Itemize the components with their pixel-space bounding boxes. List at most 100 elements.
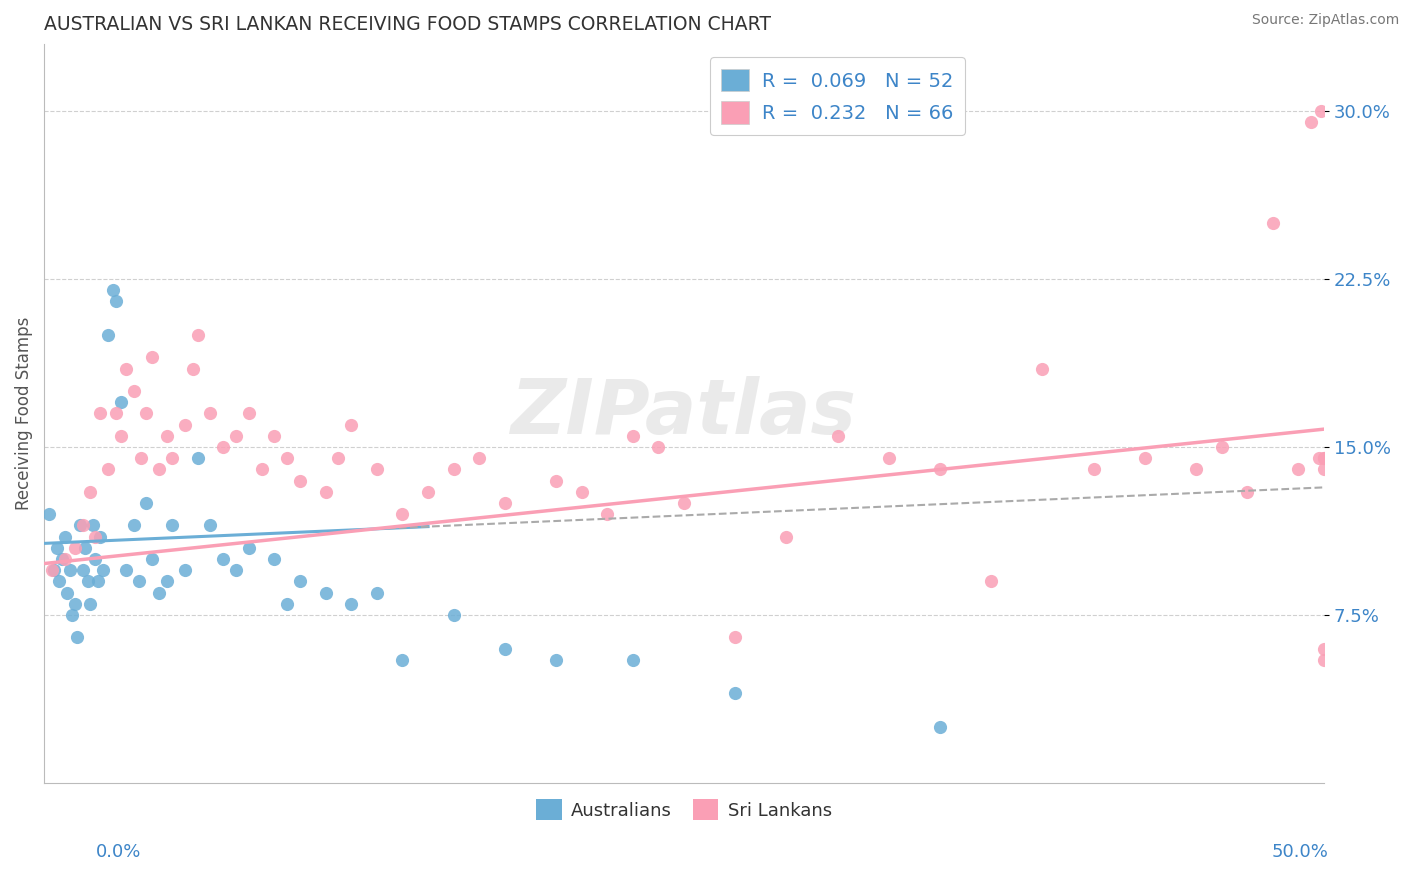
Point	[69, 518, 91, 533]
Point	[48, 574, 70, 589]
Point	[1133, 451, 1156, 466]
Point	[38, 508, 60, 522]
Point	[1313, 641, 1336, 656]
Point	[63, 597, 86, 611]
Point	[122, 518, 145, 533]
Point	[72, 563, 94, 577]
Point	[1313, 653, 1336, 667]
Point	[160, 518, 183, 533]
Point	[82, 518, 104, 533]
Point	[929, 720, 952, 734]
Point	[187, 328, 209, 343]
Point	[263, 552, 285, 566]
Point	[391, 653, 413, 667]
Point	[97, 328, 120, 343]
Point	[200, 518, 222, 533]
Point	[877, 451, 900, 466]
Point	[122, 384, 145, 398]
Point	[1031, 361, 1053, 376]
Text: AUSTRALIAN VS SRI LANKAN RECEIVING FOOD STAMPS CORRELATION CHART: AUSTRALIAN VS SRI LANKAN RECEIVING FOOD …	[44, 15, 770, 34]
Point	[60, 608, 83, 623]
Point	[56, 585, 79, 599]
Point	[97, 462, 120, 476]
Point	[110, 395, 132, 409]
Point	[276, 451, 298, 466]
Point	[115, 563, 138, 577]
Point	[53, 530, 76, 544]
Point	[135, 496, 157, 510]
Point	[141, 351, 163, 365]
Point	[775, 530, 797, 544]
Point	[1286, 462, 1309, 476]
Point	[1211, 440, 1233, 454]
Point	[494, 641, 516, 656]
Point	[1185, 462, 1208, 476]
Point	[200, 407, 222, 421]
Point	[1083, 462, 1105, 476]
Point	[929, 462, 952, 476]
Point	[131, 451, 153, 466]
Point	[110, 429, 132, 443]
Point	[647, 440, 669, 454]
Point	[225, 563, 247, 577]
Point	[91, 563, 114, 577]
Point	[63, 541, 86, 555]
Point	[75, 541, 97, 555]
Point	[1301, 115, 1323, 129]
Point	[148, 585, 170, 599]
Point	[416, 484, 439, 499]
Point	[544, 653, 567, 667]
Point	[1313, 462, 1336, 476]
Point	[59, 563, 82, 577]
Point	[72, 518, 94, 533]
Point	[366, 462, 388, 476]
Point	[128, 574, 150, 589]
Text: ZIPatlas: ZIPatlas	[510, 376, 858, 450]
Point	[87, 574, 110, 589]
Point	[443, 462, 465, 476]
Point	[156, 429, 179, 443]
Point	[1308, 451, 1330, 466]
Point	[51, 552, 73, 566]
Point	[315, 484, 337, 499]
Point	[263, 429, 285, 443]
Point	[238, 541, 260, 555]
Point	[104, 407, 127, 421]
Point	[468, 451, 491, 466]
Point	[1310, 104, 1333, 119]
Point	[135, 407, 157, 421]
Point	[621, 429, 644, 443]
Point	[596, 508, 619, 522]
Point	[340, 597, 363, 611]
Point	[41, 563, 63, 577]
Point	[173, 417, 195, 432]
Point	[225, 429, 247, 443]
Point	[181, 361, 204, 376]
Point	[366, 585, 388, 599]
Point	[1313, 451, 1336, 466]
Point	[250, 462, 273, 476]
Point	[980, 574, 1002, 589]
Text: 0.0%: 0.0%	[96, 843, 141, 861]
Point	[827, 429, 849, 443]
Point	[84, 530, 107, 544]
Point	[79, 484, 101, 499]
Point	[315, 585, 337, 599]
Point	[89, 530, 111, 544]
Point	[391, 508, 413, 522]
Point	[276, 597, 298, 611]
Text: Source: ZipAtlas.com: Source: ZipAtlas.com	[1251, 13, 1399, 28]
Point	[544, 474, 567, 488]
Point	[724, 631, 747, 645]
Legend: Australians, Sri Lankans: Australians, Sri Lankans	[529, 792, 839, 827]
Point	[724, 686, 747, 700]
Point	[141, 552, 163, 566]
Point	[238, 407, 260, 421]
Point	[1313, 451, 1336, 466]
Point	[443, 608, 465, 623]
Point	[571, 484, 593, 499]
Point	[187, 451, 209, 466]
Point	[104, 294, 127, 309]
Y-axis label: Receiving Food Stamps: Receiving Food Stamps	[15, 317, 32, 510]
Point	[288, 474, 311, 488]
